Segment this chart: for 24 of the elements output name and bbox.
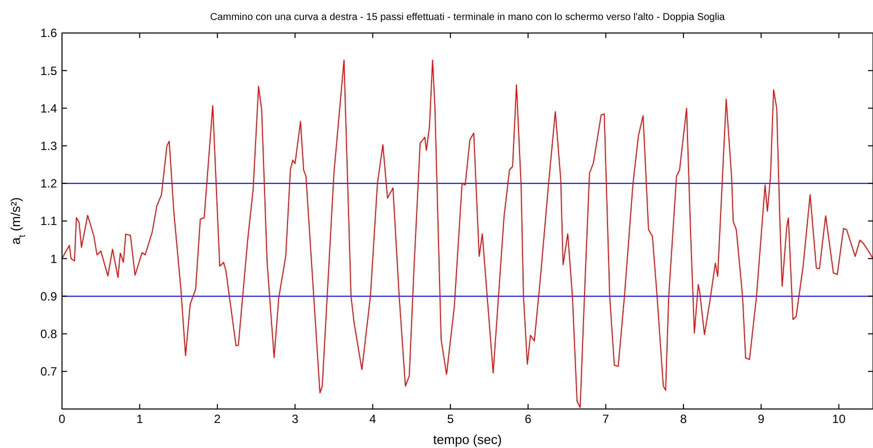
x-tick-label: 4 xyxy=(369,412,376,426)
y-tick-label: 1.2 xyxy=(40,176,58,191)
y-tick-label: 1.4 xyxy=(40,101,58,116)
y-tick-label: 1.1 xyxy=(40,214,58,228)
x-tick-label: 9 xyxy=(758,412,765,426)
x-tick-label: 6 xyxy=(524,412,532,426)
y-tick-label: 0.9 xyxy=(40,289,58,304)
x-tick-label: 5 xyxy=(447,412,454,426)
x-tick-label: 0 xyxy=(58,412,66,426)
x-tick-label: 2 xyxy=(214,412,222,426)
x-tick-label: 10 xyxy=(832,412,846,426)
y-tick-label: 0.8 xyxy=(40,327,58,341)
x-tick-label: 8 xyxy=(680,412,688,426)
line-series xyxy=(62,60,873,408)
chart-title: Cammino con una curva a destra - 15 passi effettuati - terminale in mano con lo schermo verso l'alto - Doppia Soglia xyxy=(210,12,726,23)
y-tick-label: 1.3 xyxy=(40,139,58,153)
y-tick-label: 1.6 xyxy=(40,26,58,40)
x-tick-label: 3 xyxy=(292,412,299,426)
x-tick-label: 1 xyxy=(136,412,144,426)
x-axis-title: tempo (sec) xyxy=(433,432,502,447)
x-tick-label: 7 xyxy=(602,412,610,426)
y-tick-label: 0.7 xyxy=(40,364,58,379)
y-tick-label: 1.5 xyxy=(40,64,58,78)
y-tick-label: 1 xyxy=(50,252,58,266)
